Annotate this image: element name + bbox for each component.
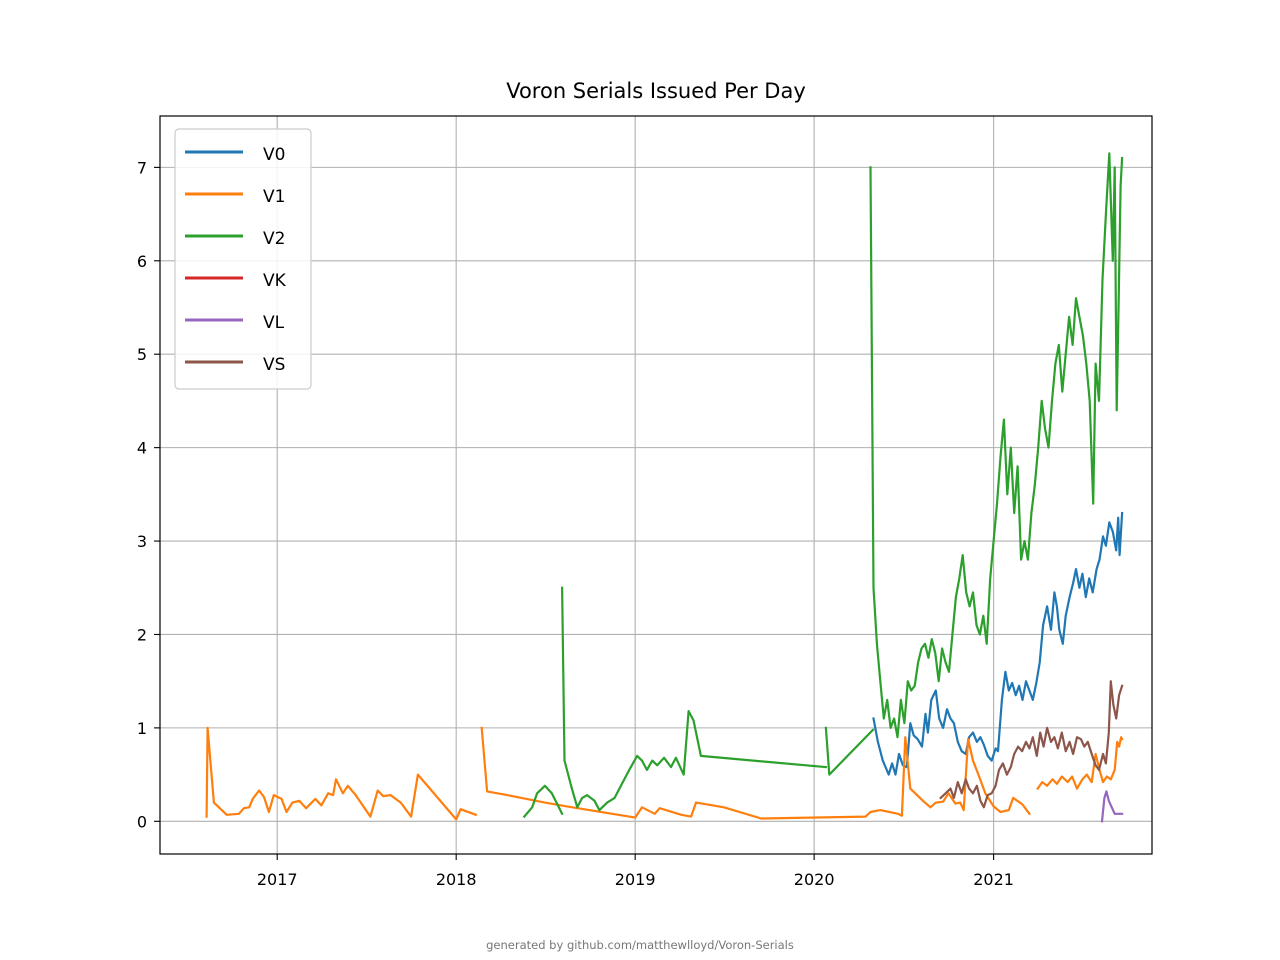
x-tick-label: 2020 [794,870,835,889]
legend-label: V0 [263,145,285,165]
series-line-v1 [205,726,478,821]
grid [160,116,1152,854]
y-axis: 0 1 2 3 4 5 6 7 [137,158,160,831]
x-tick-label: 2017 [257,870,298,889]
y-tick-label: 4 [137,439,147,458]
x-axis: 2017 2018 2019 2020 2021 [257,854,1014,889]
footer-credit: generated by github.com/matthewlloyd/Vor… [486,938,794,952]
y-tick-label: 2 [137,625,147,644]
series-line-v2 [522,784,564,819]
legend-label: VS [263,355,285,375]
y-tick-label: 0 [137,812,147,831]
series-line-v1 [480,726,1031,820]
series-line-v1 [1036,736,1124,791]
plot-area [205,152,1124,823]
x-tick-label: 2018 [436,870,477,889]
legend: V0 V1 V2 VK VL VS [174,128,312,390]
y-tick-label: 3 [137,532,147,551]
series-line-v2 [560,586,828,812]
series-line-v0 [872,511,1124,776]
series-line-v2 [824,726,875,776]
axes-frame [159,115,1153,855]
series-line-vl [1100,790,1124,823]
x-tick-label: 2019 [615,870,656,889]
legend-label: VL [263,313,285,333]
chart-title: Voron Serials Issued Per Day [506,79,806,103]
legend-label: V1 [263,187,285,207]
y-tick-label: 1 [137,719,147,738]
x-tick-label: 2021 [973,870,1014,889]
series-line-vs [939,680,1124,809]
series-line-v2 [869,152,1124,739]
legend-box [174,128,312,390]
y-tick-label: 7 [137,158,147,177]
y-tick-label: 5 [137,345,147,364]
legend-label: VK [263,271,287,291]
y-tick-label: 6 [137,252,147,271]
legend-label: V2 [263,229,285,249]
